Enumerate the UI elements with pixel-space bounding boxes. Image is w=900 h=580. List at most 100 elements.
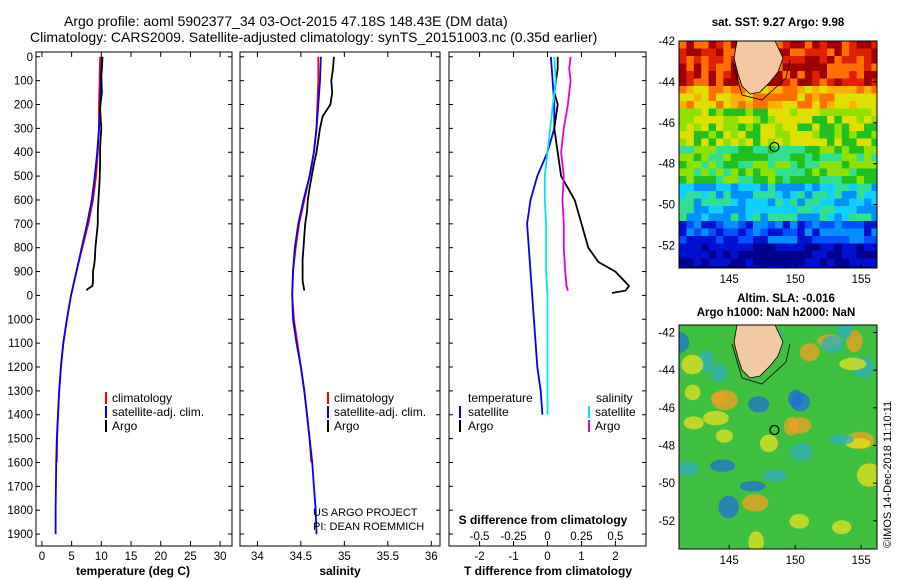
sst-cell	[841, 123, 850, 132]
sst-cell	[849, 138, 858, 147]
sst-cell	[745, 101, 754, 110]
sst-cell	[827, 251, 835, 260]
credit-project: US ARGO PROJECT	[313, 507, 418, 519]
sst-cell	[723, 146, 732, 155]
sst-cell	[782, 138, 791, 147]
sst-cell	[790, 123, 798, 132]
sst-cell	[775, 258, 784, 267]
sst-cell	[679, 78, 687, 87]
sst-cell	[804, 198, 813, 207]
series-line-satellite-adj-clim-	[54, 56, 103, 535]
sst-cell	[686, 221, 695, 230]
sst-cell	[760, 101, 769, 110]
sst-cell	[745, 206, 754, 215]
sst-cell	[745, 243, 754, 252]
sst-cell	[701, 161, 710, 170]
sst-cell	[745, 116, 754, 125]
sst-cell	[819, 71, 828, 80]
land-shape	[733, 41, 784, 95]
sst-cell	[864, 48, 872, 57]
sst-cell	[782, 266, 791, 268]
sst-cell	[723, 93, 732, 102]
sst-cell	[849, 206, 858, 215]
sst-cell	[812, 108, 821, 117]
sst-cell	[790, 221, 798, 230]
sst-cell	[871, 206, 877, 215]
sst-cell	[819, 206, 828, 215]
sst-cell	[797, 131, 806, 140]
sst-cell	[679, 198, 687, 207]
sst-cell	[812, 213, 821, 222]
sst-cell	[827, 108, 835, 117]
sst-cell	[745, 123, 754, 132]
sst-cell	[716, 191, 724, 200]
sst-cell	[767, 146, 776, 155]
sst-cell	[767, 221, 776, 230]
sst-cell	[723, 48, 732, 57]
sst-cell	[775, 168, 784, 177]
sst-cell	[812, 123, 821, 132]
sst-cell	[834, 86, 843, 95]
sst-cell	[775, 251, 784, 260]
sst-cell	[760, 153, 769, 162]
sst-cell	[686, 123, 695, 132]
y-tick-label: 1700	[7, 481, 33, 493]
sst-cell	[767, 258, 776, 267]
sst-cell	[701, 176, 710, 185]
sst-cell	[827, 183, 835, 192]
sst-cell	[701, 228, 710, 237]
sla-map-frame	[678, 324, 878, 550]
sst-cell	[730, 206, 739, 215]
sst-cell	[767, 236, 776, 245]
sst-cell	[723, 243, 732, 252]
sst-cell	[782, 108, 791, 117]
sst-cell	[827, 71, 835, 80]
sst-cell	[856, 258, 865, 267]
sla-anomaly-blob	[828, 434, 855, 445]
sst-cell	[841, 168, 850, 177]
sst-cell	[856, 41, 865, 50]
sst-cell	[708, 161, 717, 170]
sst-cell	[723, 221, 732, 230]
sst-cell	[790, 206, 798, 215]
sst-cell	[864, 198, 872, 207]
sst-cell	[716, 41, 724, 50]
sst-cell	[686, 101, 695, 110]
sst-cell	[819, 86, 828, 95]
sst-cell	[834, 183, 843, 192]
sst-cell	[738, 206, 747, 215]
sst-cell	[730, 63, 739, 72]
sst-cell	[775, 93, 784, 102]
sst-cell	[827, 198, 835, 207]
sst-cell	[730, 78, 739, 87]
sst-cell	[782, 206, 791, 215]
sst-cell	[871, 221, 877, 230]
sst-cell	[716, 228, 724, 237]
sla-anomaly-blob	[789, 513, 810, 529]
sst-cell	[841, 228, 850, 237]
sla-anomaly-blob	[718, 495, 739, 519]
sst-cell	[864, 251, 872, 260]
tasmania-land-sla	[731, 325, 791, 385]
sst-cell	[708, 86, 717, 95]
sst-cell	[738, 228, 747, 237]
salinity-chart: 34 34.5 35 35.5 36	[240, 52, 440, 563]
sst-cell	[745, 108, 754, 117]
sst-cell	[871, 191, 877, 200]
sla-map-header1: Altim. SLA: -0.016	[737, 293, 835, 305]
sst-cell	[819, 266, 828, 268]
figure-title-line2: Climatology: CARS2009. Satellite-adjuste…	[30, 29, 597, 45]
sst-cell	[701, 78, 710, 87]
sst-cell	[686, 153, 695, 162]
sst-cell	[804, 93, 813, 102]
sst-cell	[804, 191, 813, 200]
sst-cell	[708, 228, 717, 237]
sst-cell	[753, 168, 761, 177]
sst-cell	[827, 138, 835, 147]
sst-cell	[745, 221, 754, 230]
sst-cell	[827, 243, 835, 252]
sst-cell	[738, 198, 747, 207]
sst-cell	[819, 176, 828, 185]
sst-cell	[679, 101, 687, 110]
sst-cell	[738, 93, 747, 102]
